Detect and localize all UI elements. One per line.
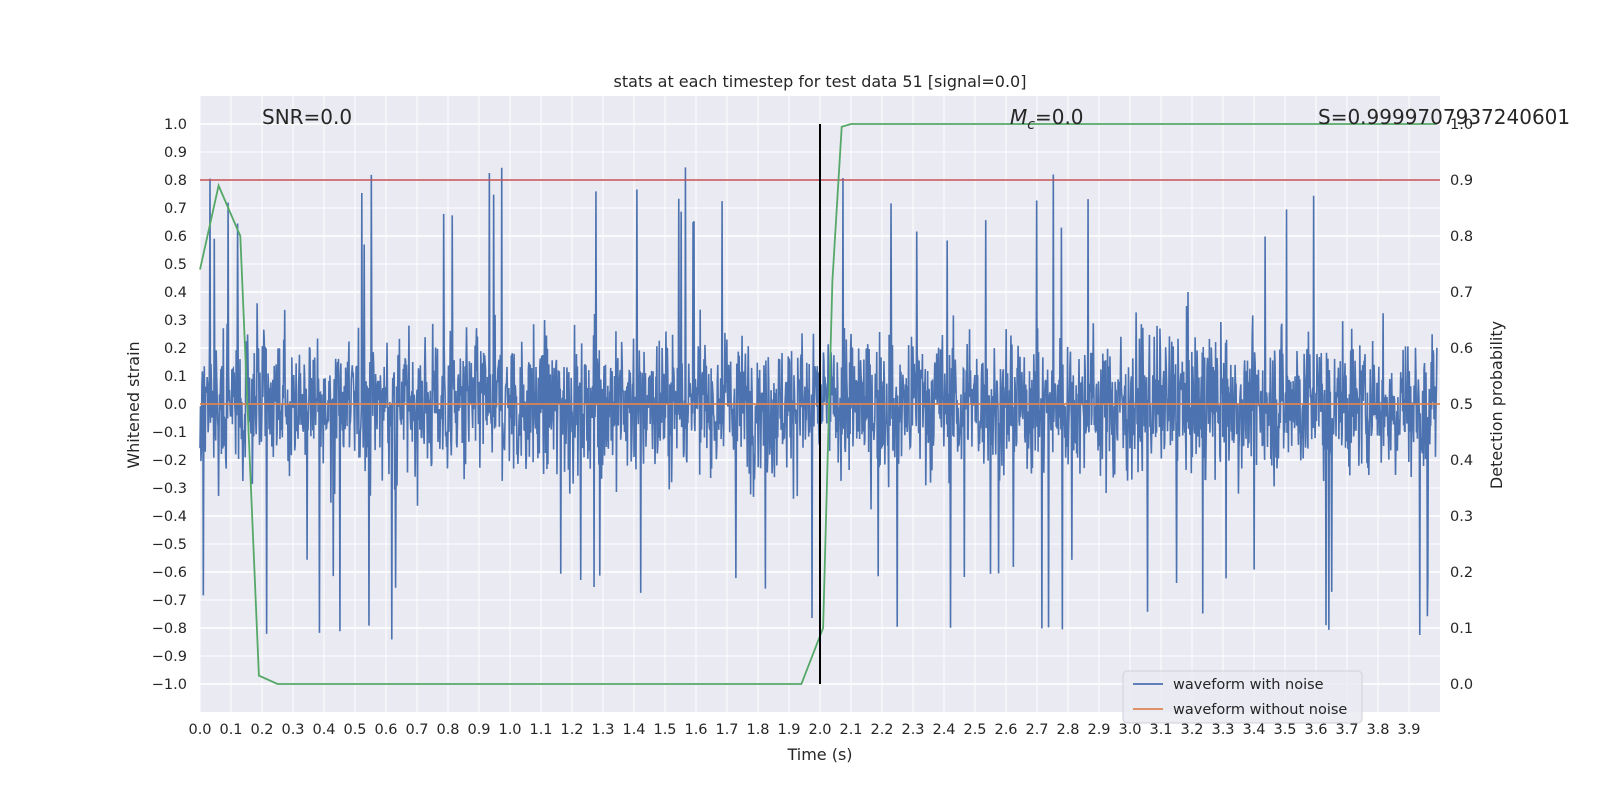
y-tick-label: 0.4 bbox=[164, 285, 187, 301]
chart-title: stats at each timestep for test data 51 … bbox=[614, 72, 1027, 91]
y-tick-label: 0.7 bbox=[164, 201, 187, 217]
x-tick-label: 0.2 bbox=[250, 722, 273, 738]
x-tick-label: 1.6 bbox=[684, 722, 707, 738]
mc-annotation: Mc=0.0 bbox=[1010, 105, 1084, 133]
y-right-tick-label: 0.0 bbox=[1450, 677, 1473, 693]
y-axis-ticks: 1.0 0.9 0.8 0.7 0.6 0.5 0.4 0.3 0.2 0.1 0.0 −0.1 −0.… bbox=[152, 117, 187, 693]
s-annotation: S=0.9999707937240601 bbox=[1318, 105, 1570, 129]
x-tick-label: 3.5 bbox=[1273, 722, 1296, 738]
x-tick-label: 3.8 bbox=[1366, 722, 1389, 738]
y-tick-label: −0.3 bbox=[152, 481, 187, 497]
y-right-tick-label: 0.4 bbox=[1450, 453, 1473, 469]
x-tick-label: 1.9 bbox=[777, 722, 800, 738]
x-tick-label: 2.3 bbox=[901, 722, 924, 738]
x-tick-label: 1.7 bbox=[715, 722, 738, 738]
y-right-tick-label: 1.0 bbox=[1450, 117, 1473, 133]
x-tick-label: 3.0 bbox=[1118, 722, 1141, 738]
y-tick-label: −0.4 bbox=[152, 509, 187, 525]
y-right-tick-label: 0.2 bbox=[1450, 565, 1473, 581]
y-tick-label: 0.0 bbox=[164, 397, 187, 413]
y-tick-label: −0.7 bbox=[152, 593, 187, 609]
y-tick-label: −1.0 bbox=[152, 677, 187, 693]
x-tick-label: 3.3 bbox=[1211, 722, 1234, 738]
mc-subscript: c bbox=[1027, 117, 1035, 133]
y-tick-label: 0.6 bbox=[164, 229, 187, 245]
y-tick-label: 0.1 bbox=[164, 369, 187, 385]
noise-trace bbox=[199, 167, 1438, 640]
y-right-tick-label: 0.3 bbox=[1450, 509, 1473, 525]
x-tick-label: 1.2 bbox=[560, 722, 583, 738]
mc-value: =0.0 bbox=[1035, 105, 1084, 129]
x-tick-label: 2.5 bbox=[963, 722, 986, 738]
x-tick-label: 3.6 bbox=[1304, 722, 1327, 738]
x-tick-label: 2.7 bbox=[1025, 722, 1048, 738]
x-tick-label: 2.8 bbox=[1056, 722, 1079, 738]
legend-label-clean: waveform without noise bbox=[1173, 702, 1347, 718]
x-tick-label: 3.7 bbox=[1335, 722, 1358, 738]
x-tick-label: 0.4 bbox=[312, 722, 335, 738]
x-tick-label: 1.1 bbox=[529, 722, 552, 738]
y-tick-label: 0.8 bbox=[164, 173, 187, 189]
mc-symbol: M bbox=[1010, 105, 1027, 129]
y-right-axis-ticks: 1.0 0.9 0.8 0.7 0.6 0.5 0.4 0.3 0.2 0.1 0.0 bbox=[1450, 117, 1473, 693]
x-tick-label: 2.2 bbox=[870, 722, 893, 738]
x-tick-label: 1.3 bbox=[591, 722, 614, 738]
y-right-tick-label: 0.8 bbox=[1450, 229, 1473, 245]
x-axis-label: Time (s) bbox=[786, 745, 852, 764]
y-tick-label: 0.2 bbox=[164, 341, 187, 357]
x-tick-label: 1.0 bbox=[498, 722, 521, 738]
y-tick-label: 0.9 bbox=[164, 145, 187, 161]
y-axis-label: Whitened strain bbox=[124, 341, 143, 468]
series-waveform-with-noise bbox=[199, 167, 1438, 640]
x-tick-label: 0.9 bbox=[467, 722, 490, 738]
y-tick-label: −0.5 bbox=[152, 537, 187, 553]
x-axis-ticks: 0.0 0.1 0.2 0.3 0.4 0.5 0.6 0.7 0.8 0.9 1.0 1.1 1.2 1… bbox=[188, 722, 1420, 738]
x-tick-label: 0.0 bbox=[188, 722, 211, 738]
x-tick-label: 0.7 bbox=[405, 722, 428, 738]
y-tick-label: 0.3 bbox=[164, 313, 187, 329]
legend-box bbox=[1122, 670, 1363, 724]
y-tick-label: 1.0 bbox=[164, 117, 187, 133]
x-tick-label: 2.4 bbox=[932, 722, 955, 738]
x-tick-label: 0.8 bbox=[436, 722, 459, 738]
x-tick-label: 1.8 bbox=[746, 722, 769, 738]
y-right-tick-label: 0.6 bbox=[1450, 341, 1473, 357]
x-tick-label: 3.9 bbox=[1397, 722, 1420, 738]
y-tick-label: −0.9 bbox=[152, 649, 187, 665]
x-tick-label: 1.5 bbox=[653, 722, 676, 738]
y-tick-label: −0.1 bbox=[152, 425, 187, 441]
y-tick-label: −0.8 bbox=[152, 621, 187, 637]
x-tick-label: 3.4 bbox=[1242, 722, 1265, 738]
y-right-tick-label: 0.5 bbox=[1450, 397, 1473, 413]
y-tick-label: −0.2 bbox=[152, 453, 187, 469]
x-tick-label: 2.0 bbox=[808, 722, 831, 738]
y-right-axis-label: Detection probability bbox=[1487, 321, 1506, 489]
x-tick-label: 2.9 bbox=[1087, 722, 1110, 738]
y-right-tick-label: 0.7 bbox=[1450, 285, 1473, 301]
x-tick-label: 0.1 bbox=[219, 722, 242, 738]
snr-annotation: SNR=0.0 bbox=[262, 105, 352, 129]
x-tick-label: 0.6 bbox=[374, 722, 397, 738]
y-tick-label: 0.5 bbox=[164, 257, 187, 273]
x-tick-label: 1.4 bbox=[622, 722, 645, 738]
x-tick-label: 0.5 bbox=[343, 722, 366, 738]
x-tick-label: 2.1 bbox=[839, 722, 862, 738]
x-tick-label: 2.6 bbox=[994, 722, 1017, 738]
series-detection-probability bbox=[199, 123, 1437, 685]
y-right-tick-label: 0.1 bbox=[1450, 621, 1473, 637]
legend: waveform with noise waveform without noi… bbox=[1122, 670, 1363, 724]
x-tick-label: 3.1 bbox=[1149, 722, 1172, 738]
x-tick-label: 0.3 bbox=[281, 722, 304, 738]
x-tick-label: 3.2 bbox=[1180, 722, 1203, 738]
legend-label-noise: waveform with noise bbox=[1173, 677, 1324, 693]
y-tick-label: −0.6 bbox=[152, 565, 187, 581]
y-right-tick-label: 0.9 bbox=[1450, 173, 1473, 189]
